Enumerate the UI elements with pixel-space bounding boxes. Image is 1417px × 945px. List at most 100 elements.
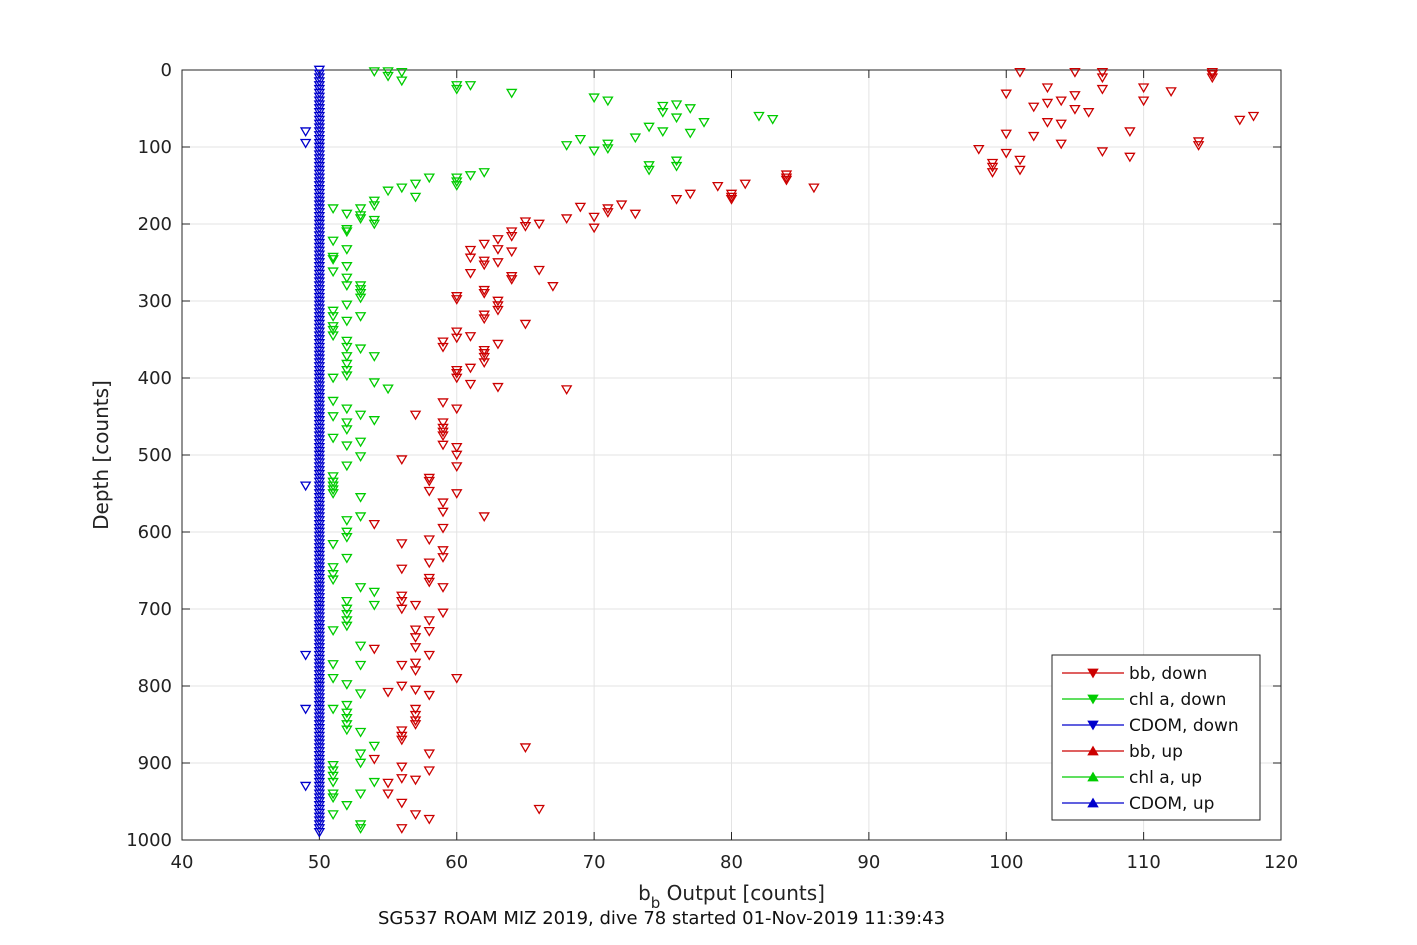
data-point <box>327 660 339 670</box>
data-point <box>657 108 669 118</box>
y-axis-label: Depth [counts] <box>89 380 113 530</box>
data-point <box>354 437 367 448</box>
data-point <box>368 201 381 211</box>
data-point <box>409 192 422 203</box>
x-tick-label: 70 <box>583 852 606 873</box>
data-point <box>464 253 477 264</box>
data-point <box>327 760 339 771</box>
data-point <box>396 798 408 809</box>
x-tick-label: 90 <box>857 852 880 873</box>
data-point <box>354 493 367 503</box>
data-point <box>505 247 518 258</box>
data-point <box>505 272 518 282</box>
data-point <box>1234 115 1246 126</box>
data-point <box>1014 155 1026 166</box>
data-point <box>478 314 490 325</box>
data-point <box>327 306 339 317</box>
data-point <box>396 604 408 615</box>
y-tick-label: 900 <box>138 753 172 774</box>
legend-item: bb, up <box>1062 742 1183 762</box>
data-point <box>354 512 367 523</box>
data-point <box>451 84 463 95</box>
data-point <box>560 214 573 225</box>
data-point <box>698 118 710 128</box>
data-point <box>437 418 449 429</box>
data-point <box>629 133 642 144</box>
data-point <box>409 658 422 669</box>
data-point <box>670 156 683 167</box>
series-0 <box>368 67 1260 834</box>
legend-box <box>1051 654 1261 821</box>
data-point <box>1192 141 1205 151</box>
data-point <box>354 749 367 760</box>
data-point <box>409 710 422 721</box>
data-point <box>1041 83 1054 94</box>
data-point <box>327 575 339 586</box>
data-point <box>1096 67 1109 78</box>
data-point <box>423 577 436 588</box>
data-point <box>396 596 408 607</box>
y-tick-label: 500 <box>138 445 172 466</box>
data-point <box>1137 83 1150 94</box>
data-point <box>478 358 490 369</box>
data-point <box>657 101 669 112</box>
data-point <box>602 208 614 218</box>
data-point <box>341 533 353 543</box>
data-point <box>327 433 339 444</box>
data-point <box>327 312 339 322</box>
data-point <box>519 319 532 330</box>
data-point <box>478 345 490 356</box>
data-point <box>1096 73 1109 84</box>
data-point <box>354 288 367 299</box>
data-point <box>492 339 504 350</box>
data-point <box>396 67 408 78</box>
legend-item: bb, down <box>1062 664 1207 684</box>
data-point <box>382 778 394 789</box>
data-point <box>780 173 793 184</box>
legend-item: CDOM, up <box>1062 794 1214 814</box>
data-point <box>643 122 655 133</box>
data-point <box>464 363 477 374</box>
data-point <box>519 221 532 232</box>
data-point <box>492 296 504 307</box>
data-point <box>396 681 408 692</box>
data-point <box>327 489 339 499</box>
data-point <box>423 814 436 825</box>
data-point <box>396 455 408 466</box>
data-point <box>341 404 353 415</box>
data-point <box>341 621 353 632</box>
data-point <box>341 281 353 292</box>
data-point <box>341 725 353 736</box>
data-point <box>396 824 408 834</box>
data-point <box>437 553 449 563</box>
data-point <box>341 418 353 429</box>
data-point <box>341 359 353 370</box>
legend-marker <box>1087 745 1099 756</box>
data-point <box>354 204 367 215</box>
data-point <box>341 225 353 235</box>
data-point <box>1055 96 1067 107</box>
y-tick-label: 300 <box>138 291 172 312</box>
data-point <box>396 76 408 87</box>
data-point <box>451 292 463 302</box>
data-point <box>478 352 490 363</box>
data-marks <box>299 65 1260 838</box>
data-point <box>354 344 367 355</box>
data-point <box>327 777 339 788</box>
data-point <box>341 352 353 362</box>
data-point <box>423 173 436 184</box>
data-point <box>327 252 339 263</box>
data-point <box>341 801 353 811</box>
data-point <box>354 641 367 652</box>
data-point <box>451 327 463 338</box>
data-point <box>1041 98 1054 109</box>
data-point <box>505 231 518 242</box>
data-point <box>670 113 683 124</box>
data-point <box>478 512 490 523</box>
data-point <box>299 138 312 149</box>
data-point <box>299 481 312 492</box>
data-point <box>341 365 353 376</box>
data-point <box>1027 131 1040 142</box>
data-point <box>327 563 339 573</box>
